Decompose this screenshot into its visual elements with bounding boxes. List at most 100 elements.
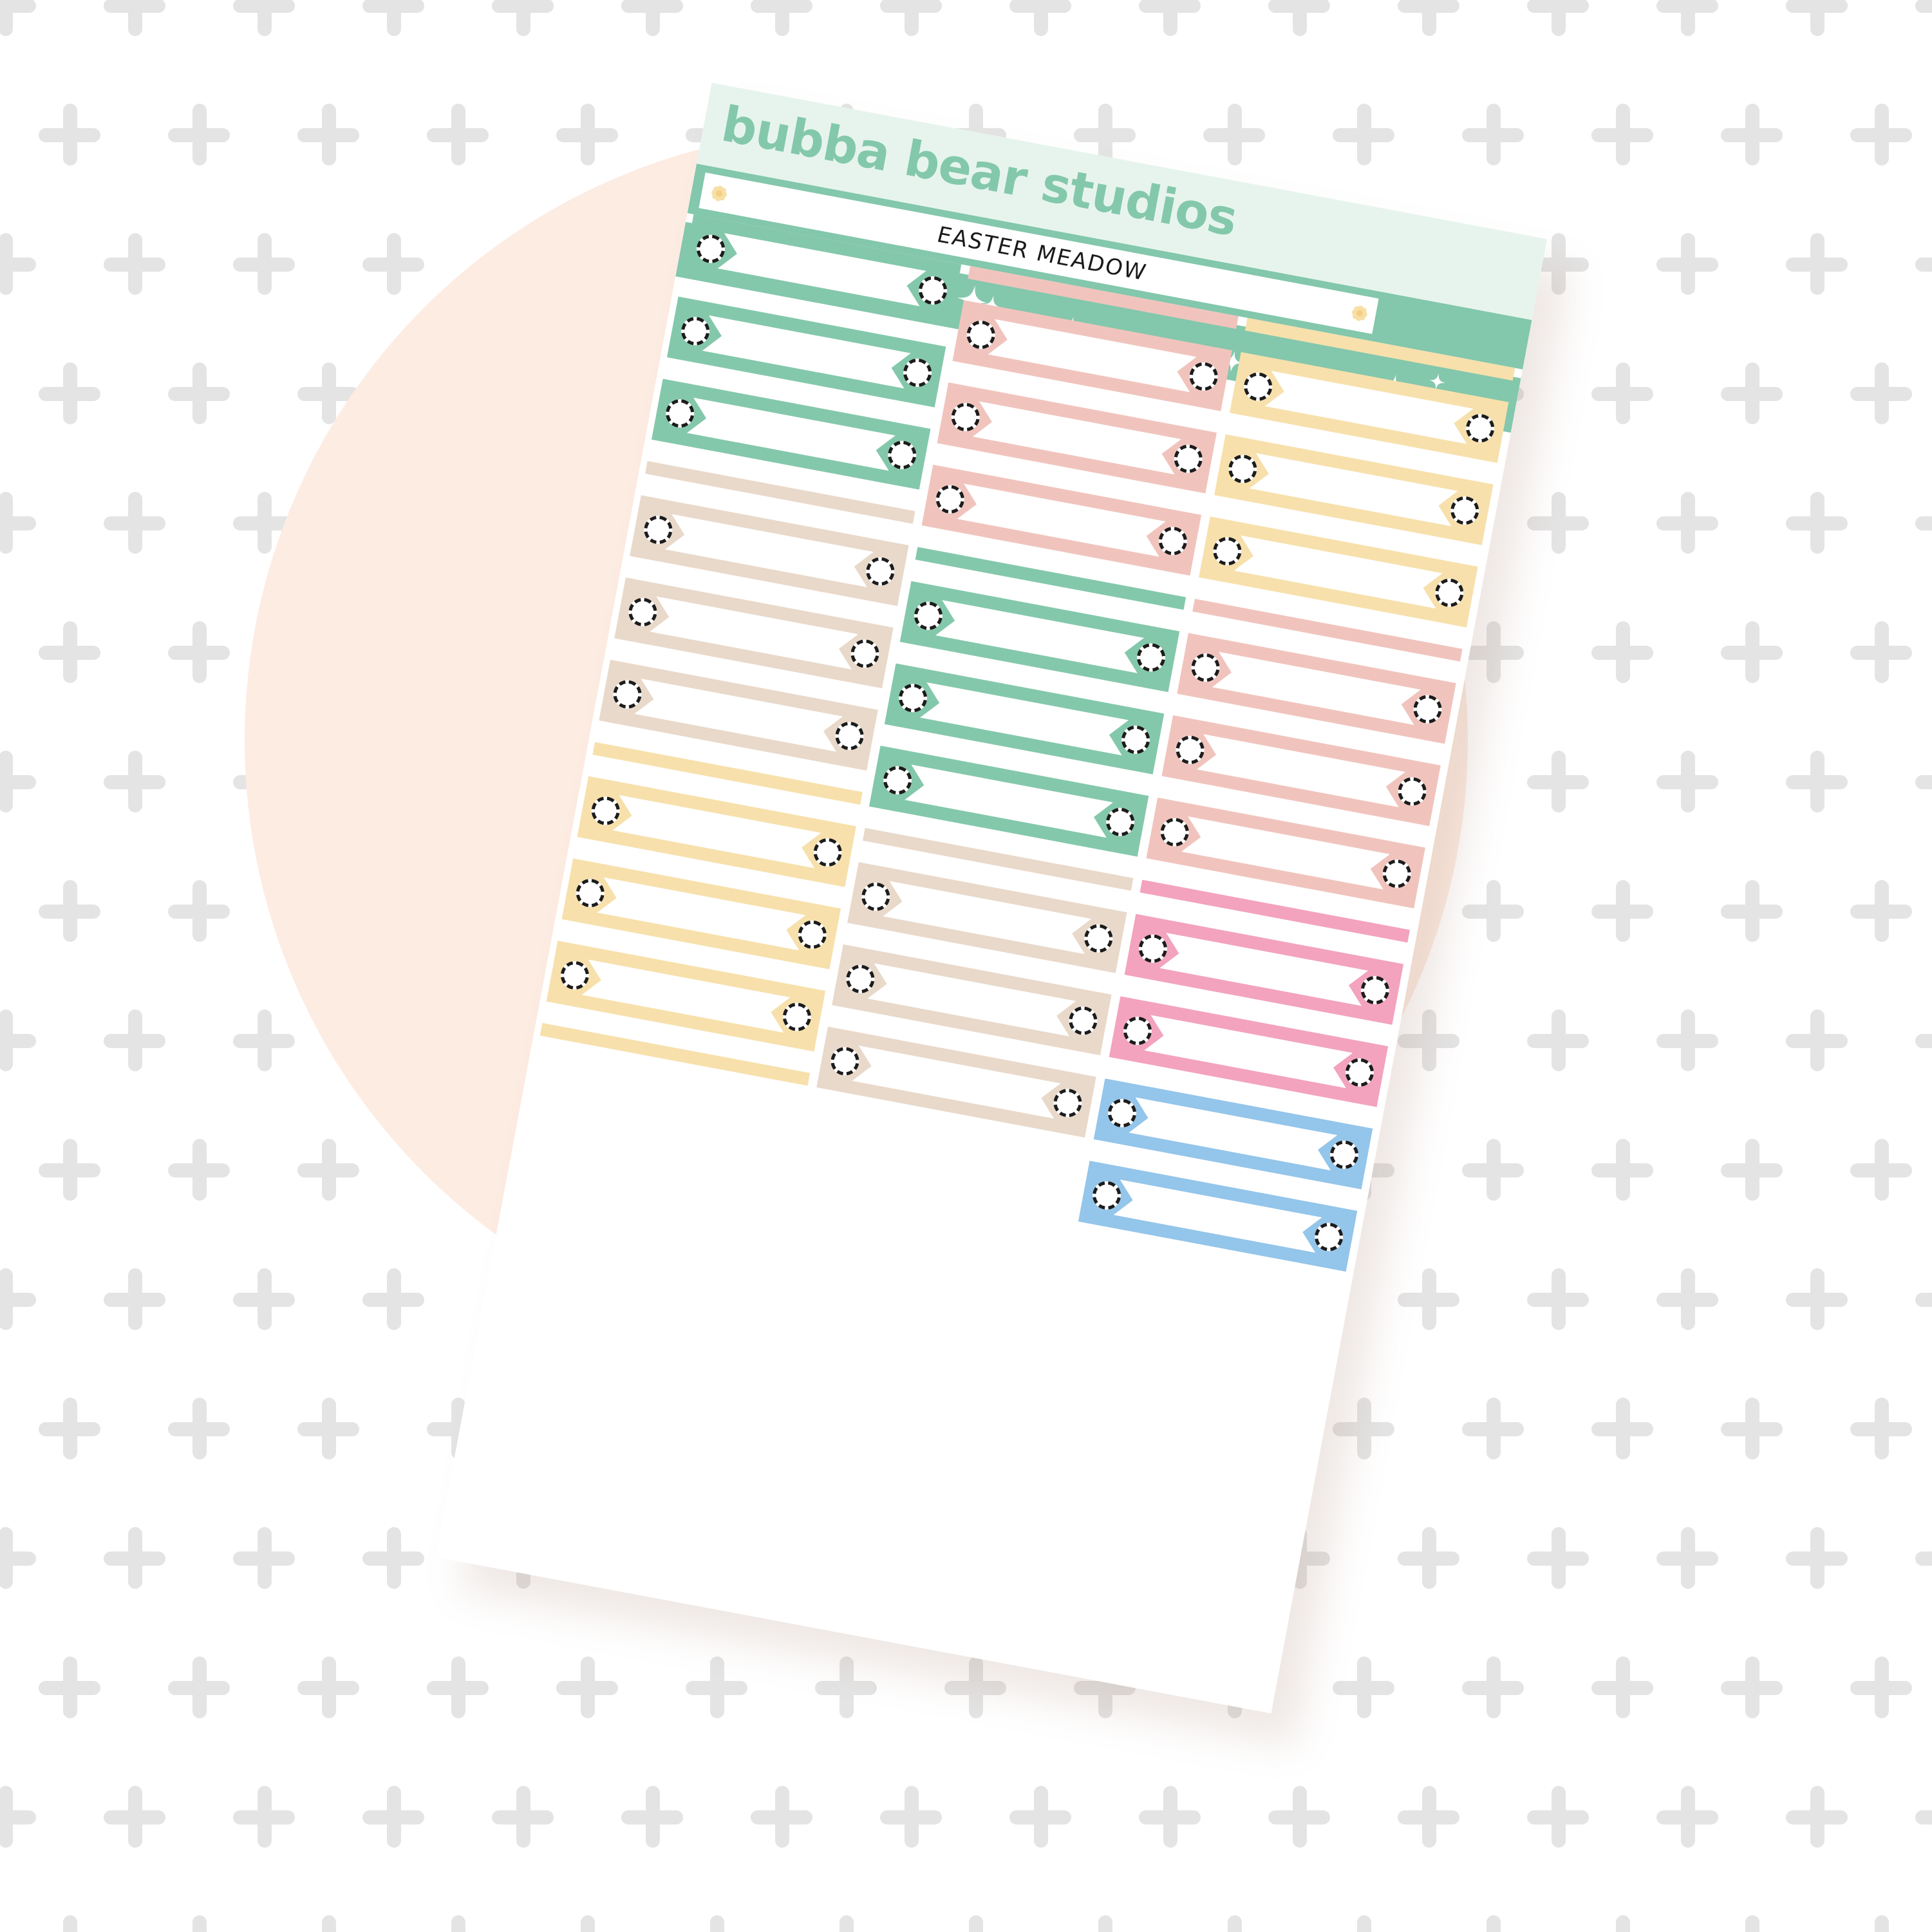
plus-icon xyxy=(39,362,100,424)
plus-icon xyxy=(297,1398,359,1459)
plus-icon xyxy=(1462,1915,1524,1932)
plus-icon xyxy=(104,1786,165,1848)
plus-icon xyxy=(686,1656,747,1718)
plus-icon xyxy=(1268,1786,1330,1848)
plus-icon xyxy=(944,1656,1006,1718)
plus-icon xyxy=(1786,233,1848,295)
plus-icon xyxy=(1721,880,1783,942)
sparkle-icon xyxy=(1427,372,1447,395)
plus-icon xyxy=(1527,1527,1589,1589)
plus-icon xyxy=(39,621,100,683)
plus-icon xyxy=(1333,1398,1394,1459)
plus-icon xyxy=(944,1915,1006,1932)
plus-icon xyxy=(104,0,165,36)
plus-icon xyxy=(1915,1527,1932,1589)
plus-icon xyxy=(168,1139,230,1201)
sparkle-icon xyxy=(1219,349,1246,378)
plus-icon xyxy=(427,1656,489,1718)
plus-icon xyxy=(556,1915,618,1932)
plus-icon xyxy=(1591,1139,1653,1201)
plus-icon xyxy=(39,104,100,165)
plus-icon xyxy=(1786,1527,1848,1589)
plus-icon xyxy=(1074,104,1136,165)
plus-icon xyxy=(1009,0,1071,36)
plus-icon xyxy=(39,880,100,942)
plus-icon xyxy=(1786,1268,1848,1330)
plus-icon xyxy=(297,104,359,165)
plus-icon xyxy=(0,0,36,36)
plus-icon xyxy=(362,1527,424,1589)
plus-icon xyxy=(1527,1009,1589,1071)
plus-icon xyxy=(0,1786,36,1848)
plus-icon xyxy=(1915,751,1932,812)
plus-icon xyxy=(1139,0,1201,36)
plus-icon xyxy=(104,751,165,812)
plus-icon xyxy=(233,492,295,554)
plus-icon xyxy=(39,1915,100,1932)
plus-icon xyxy=(1398,1527,1459,1589)
collection-title-plate: EASTER MEADOW xyxy=(699,173,1379,334)
plus-icon xyxy=(1591,1656,1653,1718)
plus-icon xyxy=(168,104,230,165)
plus-icon xyxy=(168,880,230,942)
plus-icon xyxy=(1850,880,1912,942)
plus-icon xyxy=(1009,1786,1071,1848)
plus-icon xyxy=(1656,1268,1718,1330)
plus-icon xyxy=(1527,1268,1589,1330)
plus-icon xyxy=(1333,104,1394,165)
plus-icon xyxy=(1656,1009,1718,1071)
plus-icon xyxy=(492,1786,554,1848)
plus-icon xyxy=(1139,1786,1201,1848)
plus-icon xyxy=(1915,492,1932,554)
plus-icon xyxy=(233,233,295,295)
plus-icon xyxy=(39,1656,100,1718)
plus-icon xyxy=(1850,104,1912,165)
plus-icon xyxy=(362,1268,424,1330)
plus-icon xyxy=(1850,1915,1912,1932)
plus-icon xyxy=(233,1268,295,1330)
collection-title-bar: EASTER MEADOW xyxy=(687,164,1532,370)
plus-icon xyxy=(1591,621,1653,683)
plus-icon xyxy=(0,1268,36,1330)
plus-icon xyxy=(1462,621,1524,683)
plus-icon xyxy=(1656,233,1718,295)
flower-icon xyxy=(709,183,729,203)
plus-icon xyxy=(1333,1915,1394,1932)
sparkle-icon xyxy=(953,283,990,322)
plus-icon xyxy=(815,1915,877,1932)
plus-icon xyxy=(1656,0,1718,36)
plus-icon xyxy=(0,1527,36,1589)
plus-icon xyxy=(297,1656,359,1718)
plus-icon xyxy=(1203,104,1265,165)
plus-icon xyxy=(1786,1009,1848,1071)
plus-icon xyxy=(1721,1656,1783,1718)
plus-icon xyxy=(1656,1786,1718,1848)
plus-icon xyxy=(1462,880,1524,942)
plus-icon xyxy=(1850,1656,1912,1718)
plus-icon xyxy=(1527,751,1589,812)
plus-icon xyxy=(1656,751,1718,812)
plus-icon xyxy=(104,1268,165,1330)
plus-icon xyxy=(1786,751,1848,812)
plus-icon xyxy=(492,0,554,36)
plus-icon xyxy=(39,1139,100,1201)
plus-icon xyxy=(1915,1009,1932,1071)
plus-icon xyxy=(1850,1139,1912,1201)
plus-icon xyxy=(104,1527,165,1589)
plus-icon xyxy=(1721,1139,1783,1201)
plus-icon xyxy=(1591,362,1653,424)
plus-icon xyxy=(104,1009,165,1071)
plus-icon xyxy=(751,1786,812,1848)
plus-icon xyxy=(362,0,424,36)
plus-icon xyxy=(297,1139,359,1201)
plus-icon xyxy=(362,233,424,295)
plus-icon xyxy=(233,0,295,36)
plus-icon xyxy=(1786,492,1848,554)
sticker-sheet[interactable]: bubba bear studios EASTER MEADOW xyxy=(435,82,1548,1714)
plus-icon xyxy=(1591,880,1653,942)
plus-icon xyxy=(1462,1656,1524,1718)
plus-icon xyxy=(1268,0,1330,36)
flower-icon xyxy=(1350,304,1369,323)
plus-icon xyxy=(556,104,618,165)
plus-icon xyxy=(1398,1786,1459,1848)
